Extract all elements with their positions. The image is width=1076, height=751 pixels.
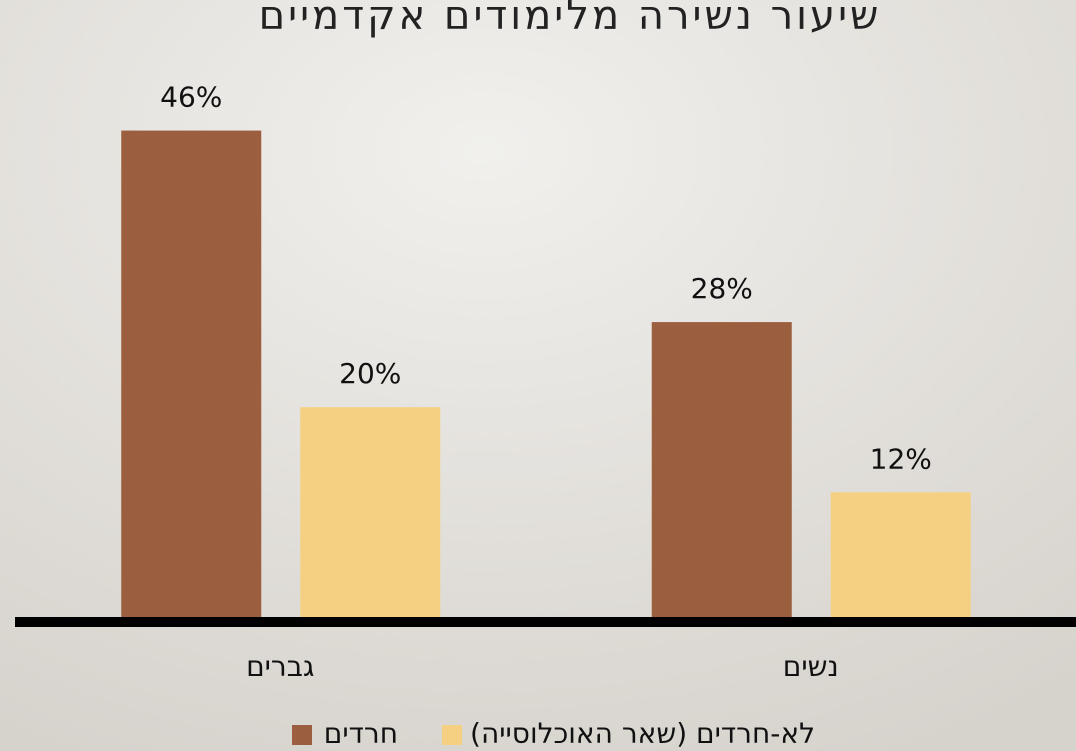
bar — [830, 492, 971, 620]
bar — [300, 407, 441, 620]
x-tick-label: נשים — [783, 650, 839, 683]
legend-swatch — [442, 725, 462, 745]
chart-title: שיעור נשירה מלימודים אקדמיים — [259, 0, 882, 39]
value-label: 12% — [870, 442, 932, 475]
x-tick-label: גברים — [246, 650, 314, 683]
bar — [651, 322, 792, 620]
value-label: 46% — [160, 81, 222, 114]
legend-label: חרדים — [324, 717, 398, 750]
legend-swatch — [292, 725, 312, 745]
value-label: 20% — [339, 357, 401, 390]
bar — [121, 130, 262, 620]
legend-label: לא-חרדים (שאר האוכלוסייה) — [470, 717, 815, 750]
value-label: 28% — [691, 272, 753, 305]
